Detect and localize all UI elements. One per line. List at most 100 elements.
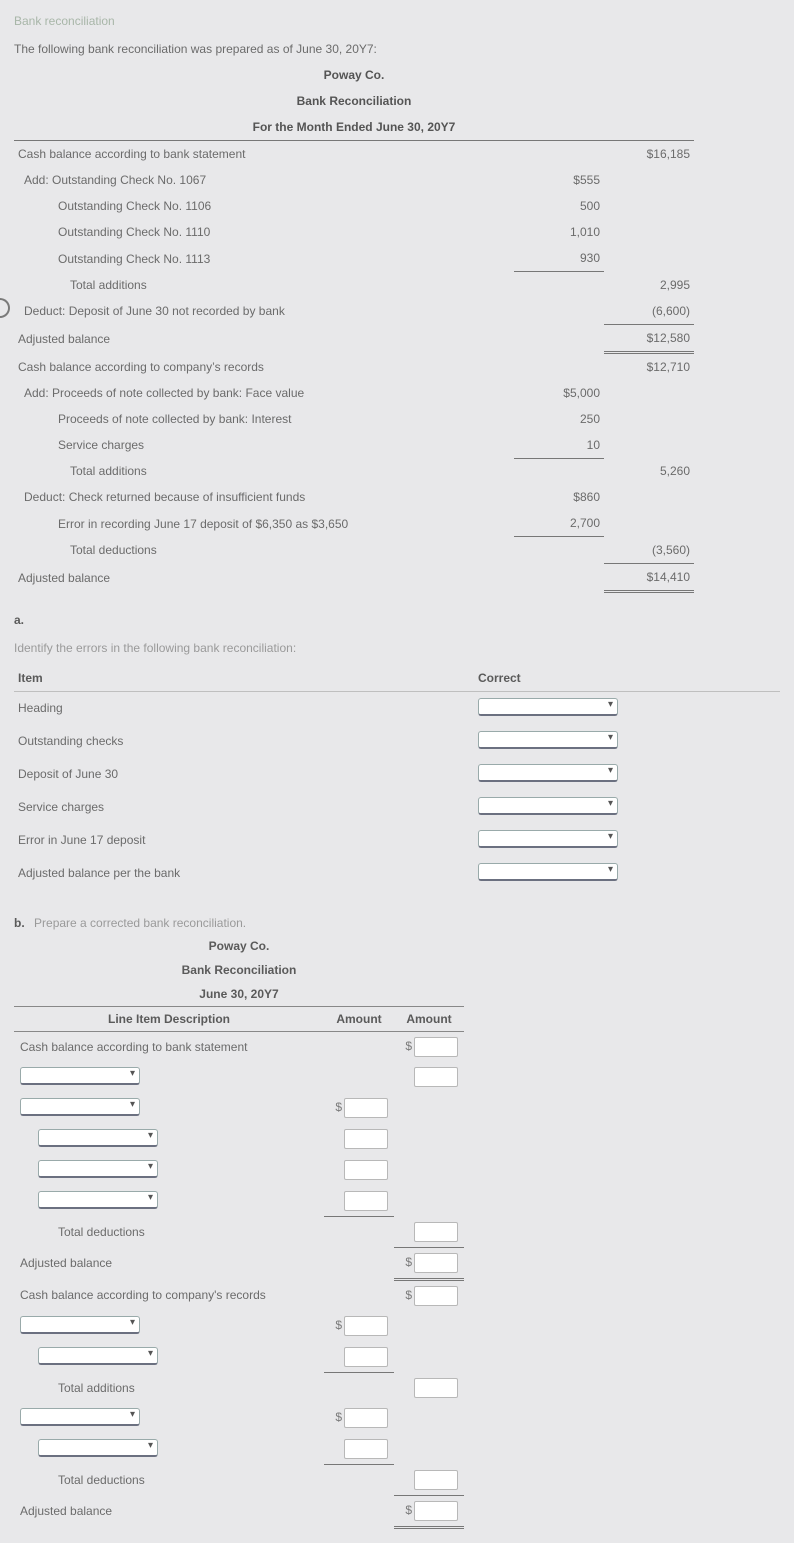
line-select[interactable] [20,1067,140,1085]
part-a-prompt: Identify the errors in the following ban… [14,641,780,655]
correct-select[interactable] [478,830,618,848]
row-label: Adjusted balance [14,563,514,591]
col-desc: Line Item Description [14,1006,324,1031]
amount-input[interactable] [414,1037,458,1057]
part-b-letter: b. [14,916,25,930]
line-select[interactable] [38,1191,158,1209]
col-amount: Amount [324,1006,394,1031]
item-label: Error in June 17 deposit [14,824,474,857]
row-label: Cash balance according to company’s reco… [14,352,514,380]
row-amount: 1,010 [514,219,604,245]
amount-input[interactable] [414,1470,458,1490]
line-label: Cash balance according to bank statement [14,1031,324,1062]
amount-input[interactable] [344,1098,388,1118]
row-amount: (6,600) [604,298,694,325]
line-select[interactable] [20,1098,140,1116]
row-amount: $5,000 [514,380,604,406]
line-label: Cash balance according to company's reco… [14,1279,324,1311]
col-correct: Correct [474,665,780,692]
row-label: Total deductions [14,537,514,564]
row-amount: 5,260 [604,458,694,484]
line-select[interactable] [20,1408,140,1426]
correct-select[interactable] [478,731,618,749]
row-amount: $860 [514,484,604,510]
amount-input[interactable] [414,1253,458,1273]
line-select[interactable] [38,1347,158,1365]
recon-doc: Bank Reconciliation [14,88,694,114]
item-label: Deposit of June 30 [14,758,474,791]
part-b-prompt: Prepare a corrected bank reconciliation. [34,916,246,930]
dollar-sign: $ [405,1288,412,1302]
row-amount: $12,710 [604,352,694,380]
line-select[interactable] [38,1439,158,1457]
amount-input[interactable] [414,1286,458,1306]
row-amount: $16,185 [604,141,694,168]
amount-input[interactable] [344,1439,388,1459]
item-label: Heading [14,691,474,725]
recon-company: Poway Co. [14,62,694,88]
row-amount: 930 [514,245,604,272]
item-label: Service charges [14,791,474,824]
dollar-sign: $ [335,1318,342,1332]
row-amount: $555 [514,167,604,193]
part-a-table: Item Correct Heading Outstanding checks … [14,665,780,890]
dollar-sign: $ [335,1100,342,1114]
amount-input[interactable] [414,1378,458,1398]
col-amount: Amount [394,1006,464,1031]
dollar-sign: $ [405,1255,412,1269]
amount-input[interactable] [344,1191,388,1211]
dollar-sign: $ [405,1503,412,1517]
part-b-table: Poway Co. Bank Reconciliation June 30, 2… [14,934,464,1529]
intro-text: The following bank reconciliation was pr… [14,42,780,56]
amount-input[interactable] [414,1222,458,1242]
amount-input[interactable] [414,1067,458,1087]
line-select[interactable] [38,1129,158,1147]
item-label: Outstanding checks [14,725,474,758]
correct-select[interactable] [478,863,618,881]
row-label: Service charges [14,432,514,459]
row-label: Add: Proceeds of note collected by bank:… [14,380,514,406]
col-item: Item [14,665,474,692]
row-label: Deduct: Deposit of June 30 not recorded … [14,298,514,325]
row-label: Deduct: Check returned because of insuff… [14,484,514,510]
partb-doc: Bank Reconciliation [14,958,464,982]
page-title: Bank reconciliation [14,14,780,28]
row-label: Total additions [14,272,514,298]
item-label: Adjusted balance per the bank [14,857,474,890]
row-amount: $12,580 [604,324,694,352]
amount-input[interactable] [414,1501,458,1521]
amount-input[interactable] [344,1347,388,1367]
correct-select[interactable] [478,797,618,815]
row-amount: $14,410 [604,563,694,591]
reconciliation-table: Poway Co. Bank Reconciliation For the Mo… [14,62,694,593]
line-label: Adjusted balance [14,1247,324,1279]
row-label: Outstanding Check No. 1106 [14,193,514,219]
amount-input[interactable] [344,1408,388,1428]
line-label: Total additions [14,1373,324,1403]
dollar-sign: $ [405,1039,412,1053]
row-label: Adjusted balance [14,324,514,352]
correct-select[interactable] [478,698,618,716]
part-a-letter: a. [14,613,24,627]
row-amount: (3,560) [604,537,694,564]
row-label: Cash balance according to bank statement [14,141,514,168]
line-label: Adjusted balance [14,1495,324,1527]
partb-period: June 30, 20Y7 [14,982,464,1007]
row-label: Proceeds of note collected by bank: Inte… [14,406,514,432]
amount-input[interactable] [344,1160,388,1180]
row-label: Add: Outstanding Check No. 1067 [14,167,514,193]
correct-select[interactable] [478,764,618,782]
line-select[interactable] [20,1316,140,1334]
row-label: Error in recording June 17 deposit of $6… [14,510,514,537]
row-amount: 250 [514,406,604,432]
dollar-sign: $ [335,1410,342,1424]
row-amount: 10 [514,432,604,459]
row-amount: 2,995 [604,272,694,298]
partb-company: Poway Co. [14,934,464,958]
row-label: Outstanding Check No. 1110 [14,219,514,245]
row-amount: 2,700 [514,510,604,537]
row-label: Total additions [14,458,514,484]
amount-input[interactable] [344,1129,388,1149]
line-select[interactable] [38,1160,158,1178]
amount-input[interactable] [344,1316,388,1336]
